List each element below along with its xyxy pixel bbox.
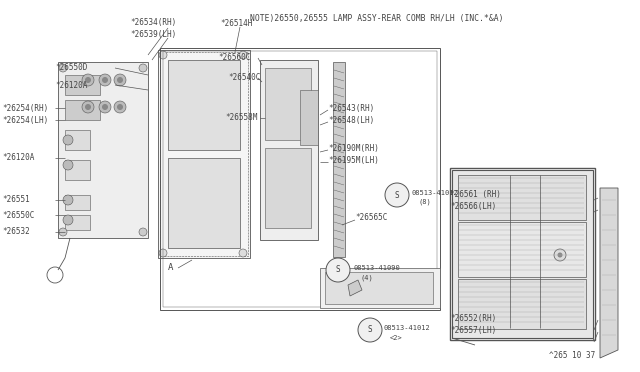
Text: *26550C: *26550C: [2, 211, 35, 219]
Text: A: A: [168, 263, 173, 273]
Text: *26561 (RH): *26561 (RH): [450, 190, 501, 199]
Circle shape: [117, 77, 123, 83]
Circle shape: [63, 195, 73, 205]
Circle shape: [326, 258, 350, 282]
Text: *26539(LH): *26539(LH): [130, 31, 176, 39]
Polygon shape: [260, 60, 318, 240]
Text: *26558M: *26558M: [225, 113, 257, 122]
Text: 08513-41012: 08513-41012: [384, 325, 431, 331]
Circle shape: [139, 64, 147, 72]
Circle shape: [59, 64, 67, 72]
Circle shape: [99, 101, 111, 113]
Text: <2>: <2>: [390, 335, 403, 341]
Polygon shape: [58, 62, 148, 238]
Text: 08513-41090: 08513-41090: [353, 265, 400, 271]
Text: *26532: *26532: [2, 228, 29, 237]
Text: *26254(LH): *26254(LH): [2, 115, 48, 125]
Circle shape: [139, 228, 147, 236]
Text: *26120A: *26120A: [55, 80, 88, 90]
Circle shape: [117, 104, 123, 110]
Polygon shape: [452, 170, 593, 338]
Circle shape: [63, 160, 73, 170]
Bar: [300, 90, 318, 145]
Circle shape: [159, 249, 167, 257]
Text: *26195M(LH): *26195M(LH): [328, 155, 379, 164]
Text: (8): (8): [418, 199, 431, 205]
Polygon shape: [348, 280, 362, 296]
Text: *26552(RH): *26552(RH): [450, 314, 496, 323]
Bar: [65, 75, 100, 95]
Bar: [65, 195, 90, 210]
Text: S: S: [395, 190, 399, 199]
Bar: [458, 175, 586, 220]
Bar: [450, 168, 595, 340]
Text: *26254(RH): *26254(RH): [2, 103, 48, 112]
Bar: [458, 279, 586, 329]
Circle shape: [239, 249, 247, 257]
Circle shape: [99, 74, 111, 86]
Circle shape: [85, 104, 91, 110]
Bar: [265, 68, 311, 140]
Text: *26551: *26551: [2, 196, 29, 205]
Polygon shape: [158, 50, 250, 258]
Text: *26534(RH): *26534(RH): [130, 19, 176, 28]
Bar: [65, 160, 90, 180]
Text: (4): (4): [360, 275, 372, 281]
Bar: [160, 52, 248, 256]
Text: *26190M(RH): *26190M(RH): [328, 144, 379, 153]
Bar: [65, 215, 90, 230]
Circle shape: [358, 318, 382, 342]
Text: *26543(RH): *26543(RH): [328, 103, 374, 112]
Circle shape: [114, 74, 126, 86]
Circle shape: [102, 77, 108, 83]
Circle shape: [82, 101, 94, 113]
Bar: [325, 272, 433, 304]
Text: *26566(LH): *26566(LH): [450, 202, 496, 212]
Text: S: S: [336, 266, 340, 275]
Circle shape: [239, 51, 247, 59]
Text: *26548(LH): *26548(LH): [328, 115, 374, 125]
Text: 08513-41012: 08513-41012: [412, 190, 459, 196]
Circle shape: [82, 74, 94, 86]
Circle shape: [102, 104, 108, 110]
Circle shape: [554, 249, 566, 261]
Text: *26565C: *26565C: [355, 214, 387, 222]
Text: ^265 10 37: ^265 10 37: [548, 351, 595, 360]
Circle shape: [63, 215, 73, 225]
Bar: [265, 148, 311, 228]
Text: NOTE)26550,26555 LAMP ASSY-REAR COMB RH/LH (INC.*&A): NOTE)26550,26555 LAMP ASSY-REAR COMB RH/…: [250, 14, 504, 23]
Bar: [65, 100, 100, 120]
Text: *26514H: *26514H: [220, 19, 252, 28]
Bar: [320, 268, 440, 308]
Bar: [333, 62, 345, 257]
Bar: [65, 130, 90, 150]
Circle shape: [63, 135, 73, 145]
Text: S: S: [368, 326, 372, 334]
Bar: [168, 60, 240, 150]
Text: *26540C: *26540C: [228, 74, 260, 83]
Bar: [458, 222, 586, 277]
Circle shape: [557, 253, 563, 257]
Text: *26557(LH): *26557(LH): [450, 326, 496, 334]
Text: *26560C: *26560C: [218, 54, 250, 62]
Circle shape: [85, 77, 91, 83]
Text: *26550D: *26550D: [55, 64, 88, 73]
Circle shape: [59, 228, 67, 236]
Circle shape: [114, 101, 126, 113]
Polygon shape: [600, 188, 618, 358]
Circle shape: [385, 183, 409, 207]
Text: *26120A: *26120A: [2, 154, 35, 163]
Bar: [168, 158, 240, 248]
Circle shape: [159, 51, 167, 59]
